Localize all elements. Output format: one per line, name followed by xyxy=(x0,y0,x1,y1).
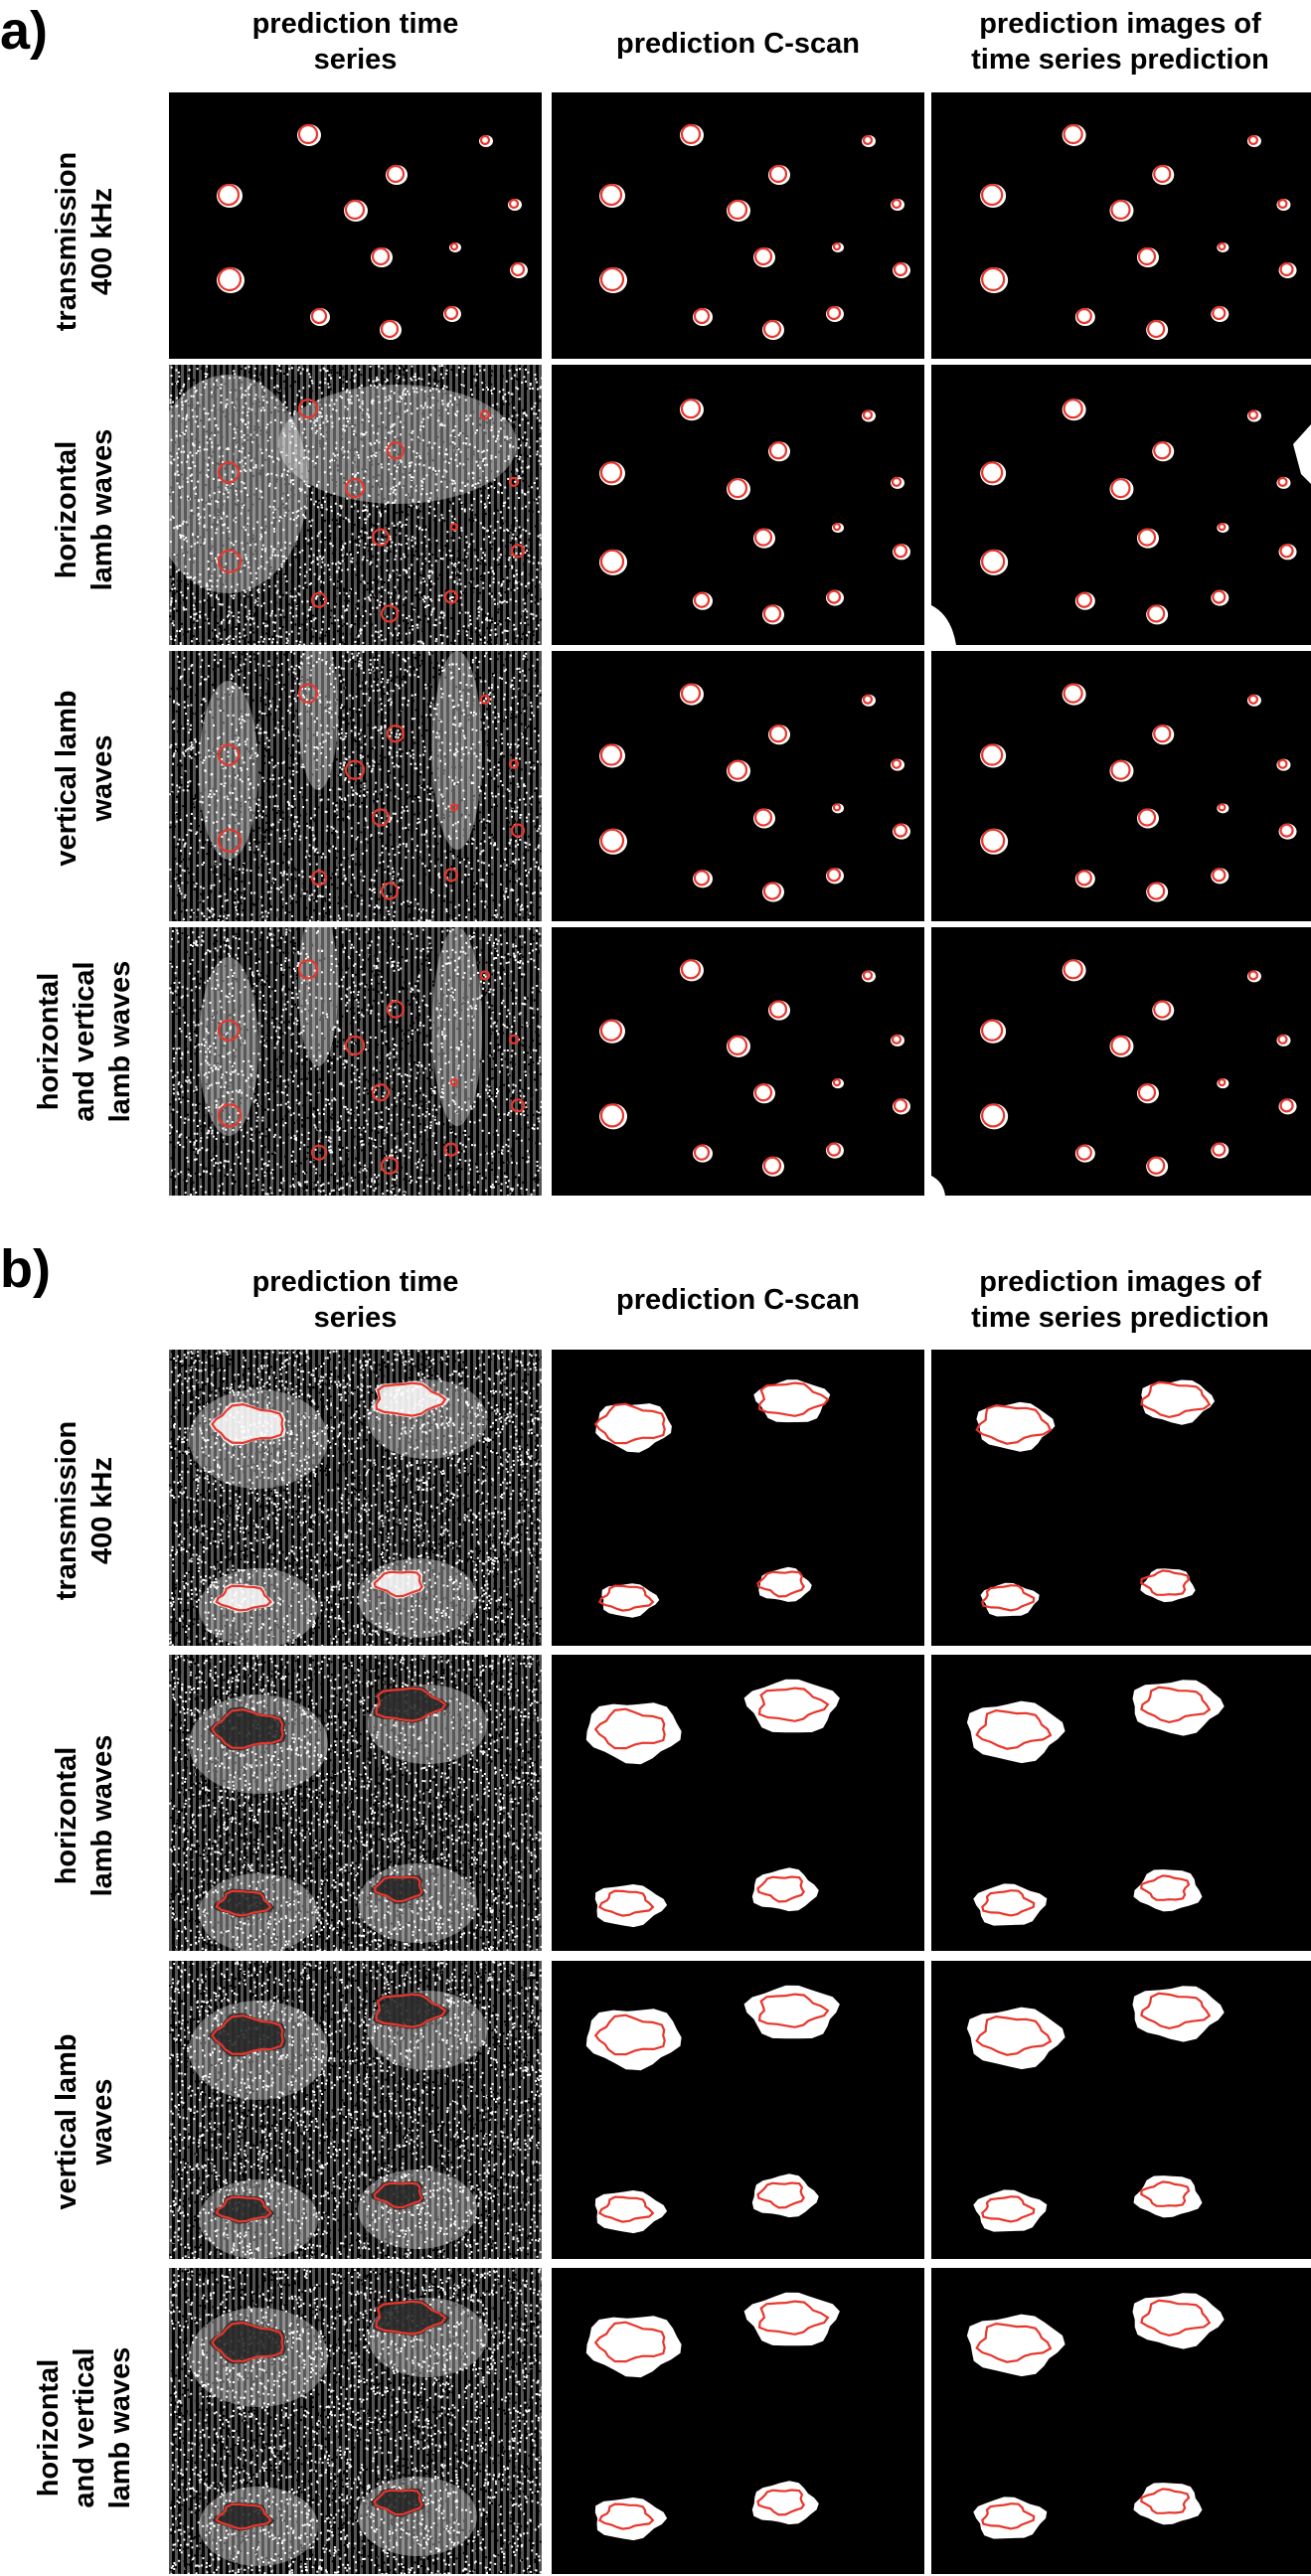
tile-a-r2-c2 xyxy=(552,365,924,645)
tile-b-r3-c2 xyxy=(552,1961,924,2259)
tile-b-r4-c3 xyxy=(931,2268,1311,2574)
tile-a-r2-c1 xyxy=(169,365,542,645)
tile-b-r4-c2 xyxy=(552,2268,924,2574)
tile-a-r1-c1 xyxy=(169,92,542,359)
tile-b-r4-c1 xyxy=(169,2268,542,2574)
panel-a: a) prediction time series prediction C-s… xyxy=(0,0,1311,1203)
row-label-a-4: horizontal and vertical lamb waves xyxy=(33,912,136,1171)
panel-b: b) prediction time series prediction C-s… xyxy=(0,1242,1311,2576)
tile-a-r4-c3 xyxy=(931,927,1311,1196)
tile-a-r1-c3 xyxy=(931,92,1311,359)
tile-b-r2-c3 xyxy=(931,1655,1311,1951)
col-header-a-2: prediction C-scan xyxy=(552,26,924,62)
tile-a-r3-c2 xyxy=(552,651,924,921)
tile-a-r4-c2 xyxy=(552,927,924,1196)
tile-b-r2-c1 xyxy=(169,1655,542,1951)
col-header-a-3: prediction images of time series predict… xyxy=(929,6,1311,78)
tile-b-r1-c1 xyxy=(169,1350,542,1646)
row-label-b-2: horizontal lamb waves xyxy=(45,1687,124,1945)
row-label-a-2: horizontal lamb waves xyxy=(45,381,124,639)
tile-a-r2-c3 xyxy=(931,365,1311,645)
tile-b-r3-c3 xyxy=(931,1961,1311,2259)
tile-a-r3-c3 xyxy=(931,651,1311,921)
row-label-a-1: transmission 400 kHz xyxy=(45,112,124,371)
tile-a-r1-c2 xyxy=(552,92,924,359)
col-header-b-3: prediction images of time series predict… xyxy=(929,1264,1311,1336)
row-label-b-1: transmission 400 kHz xyxy=(45,1381,124,1640)
tile-a-r4-c1 xyxy=(169,927,542,1196)
row-label-a-3: vertical lamb waves xyxy=(45,649,124,907)
tile-b-r1-c3 xyxy=(931,1350,1311,1646)
panel-letter-b: b) xyxy=(0,1242,51,1296)
tile-a-r3-c1 xyxy=(169,651,542,921)
tile-b-r1-c2 xyxy=(552,1350,924,1646)
panel-letter-a: a) xyxy=(0,4,48,58)
col-header-b-2: prediction C-scan xyxy=(552,1282,924,1318)
noise-speckle xyxy=(169,365,542,645)
row-label-b-4: horizontal and vertical lamb waves xyxy=(33,2299,136,2557)
col-header-a-1: prediction time series xyxy=(169,6,542,78)
row-label-b-3: vertical lamb waves xyxy=(45,1993,124,2251)
noise-speckle xyxy=(169,927,542,1196)
tile-b-r3-c1 xyxy=(169,1961,542,2259)
col-header-b-1: prediction time series xyxy=(169,1264,542,1336)
tile-b-r2-c2 xyxy=(552,1655,924,1951)
